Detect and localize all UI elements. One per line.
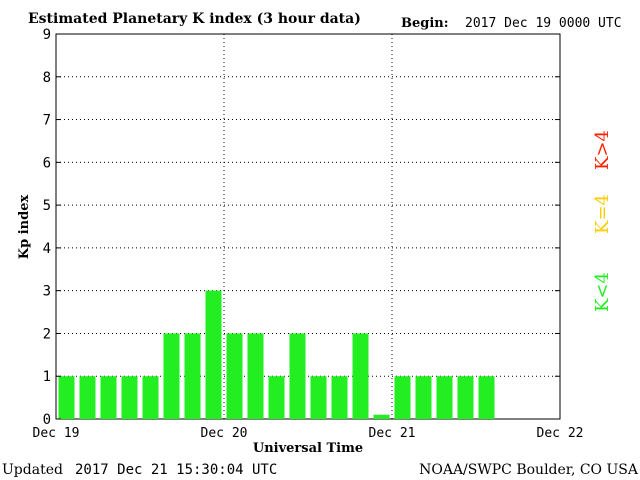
y-tick-label: 8 <box>43 70 51 86</box>
y-tick-label: 9 <box>43 27 51 43</box>
kp-bar <box>163 333 180 419</box>
begin-value: 2017 Dec 19 0000 UTC <box>465 16 622 31</box>
kp-bar <box>205 290 222 419</box>
x-tick-label: Dec 22 <box>537 426 584 441</box>
kp-bar <box>142 376 159 419</box>
kp-bar <box>478 376 495 419</box>
plot-area <box>55 33 561 420</box>
y-tick-label: 3 <box>43 284 51 300</box>
kp-bar <box>226 333 243 419</box>
updated-value: 2017 Dec 21 15:30:04 UTC <box>75 462 277 478</box>
y-axis-label: Kp index <box>17 195 32 260</box>
kp-bar <box>415 376 432 419</box>
y-tick-label: 4 <box>43 241 51 257</box>
kp-bar <box>373 414 390 419</box>
x-axis-label: Universal Time <box>253 441 363 456</box>
legend-k-greater-4: K>4 <box>592 130 613 170</box>
kp-bar <box>352 333 369 419</box>
kp-bar <box>457 376 474 419</box>
kp-bar <box>184 333 201 419</box>
kp-bar <box>436 376 453 419</box>
kp-bar <box>100 376 117 419</box>
legend-k-less-4: K<4 <box>592 272 613 312</box>
y-tick-labels: 0 1 2 3 4 5 6 7 8 9 <box>43 27 560 428</box>
bars-group <box>58 290 495 419</box>
y-tick-label: 1 <box>43 369 51 385</box>
legend-k-equal-4: K=4 <box>592 194 613 234</box>
y-tick-label: 6 <box>43 155 51 171</box>
updated-label: Updated <box>2 462 63 478</box>
x-tick-label: Dec 20 <box>201 426 248 441</box>
kp-bar <box>331 376 348 419</box>
x-tick-label: Dec 21 <box>369 426 416 441</box>
kp-bar <box>310 376 327 419</box>
source-credit: NOAA/SWPC Boulder, CO USA <box>419 462 639 478</box>
begin-label: Begin: <box>401 16 449 31</box>
kp-bar <box>394 376 411 419</box>
chart-title: Estimated Planetary K index (3 hour data… <box>28 11 361 27</box>
y-tick-label: 7 <box>43 113 51 129</box>
x-tick-label: Dec 19 <box>33 426 80 441</box>
y-tick-label: 0 <box>43 412 51 428</box>
y-tick-label: 2 <box>43 326 51 342</box>
kp-bar <box>289 333 306 419</box>
kp-bar <box>247 333 264 419</box>
y-tick-label: 5 <box>43 198 51 214</box>
kp-bar <box>121 376 138 419</box>
kp-bar <box>79 376 96 419</box>
kp-bar <box>58 376 75 419</box>
kp-bar <box>268 376 285 419</box>
x-tick-labels: Dec 19 Dec 20 Dec 21 Dec 22 <box>33 426 584 441</box>
grid-lines <box>56 33 560 419</box>
